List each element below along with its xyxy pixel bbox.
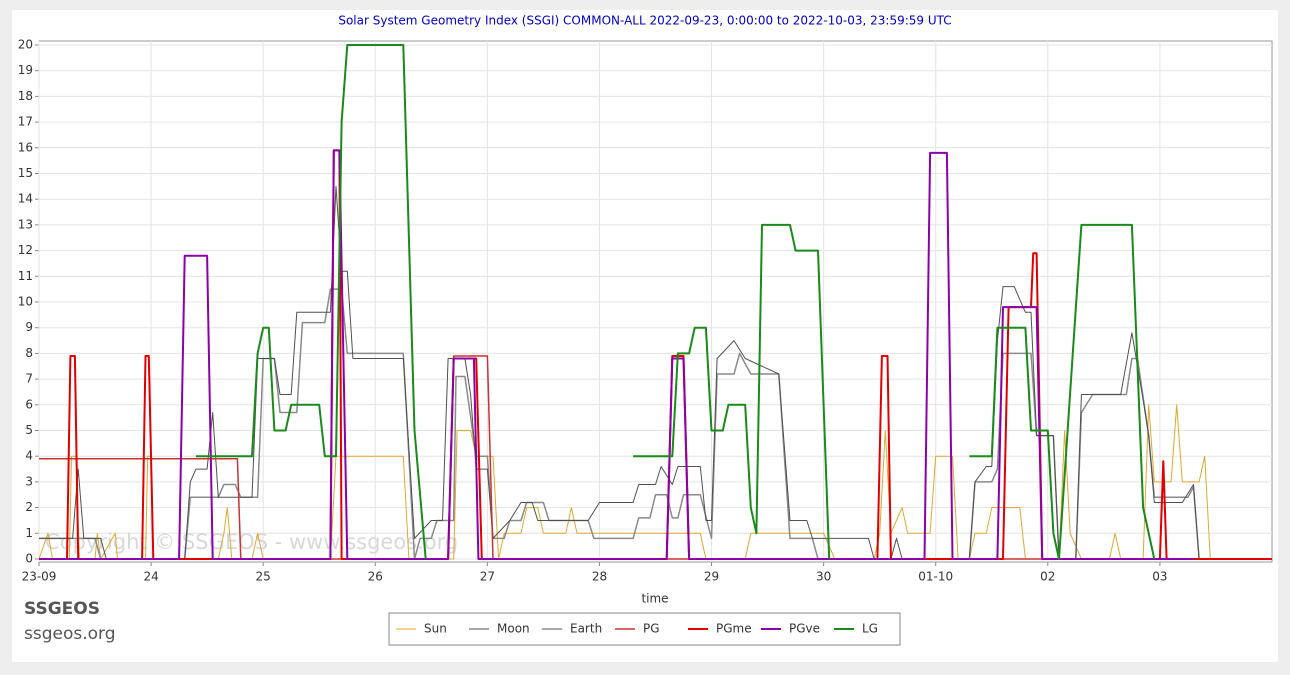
legend-label: PG	[643, 622, 660, 636]
watermark: Copyright © SSGEOS - www.ssgeos.org	[45, 530, 458, 554]
y-tick-label: 20	[18, 38, 33, 52]
x-tick-label: 03	[1152, 570, 1167, 584]
y-tick-label: 4	[25, 449, 33, 463]
y-tick-label: 14	[18, 192, 33, 206]
legend-label: Moon	[497, 622, 530, 636]
series-line	[39, 185, 1272, 560]
y-tick-label: 12	[18, 243, 33, 257]
y-tick-label: 2	[25, 500, 33, 514]
y-tick-label: 7	[25, 372, 33, 386]
x-tick-label: 29	[704, 570, 719, 584]
site: ssgeos.org	[24, 624, 116, 644]
x-tick-label: 30	[816, 570, 831, 584]
y-tick-label: 17	[18, 115, 33, 129]
x-tick-label: 27	[480, 570, 495, 584]
series-line	[195, 44, 1156, 560]
series-line	[39, 149, 1194, 560]
legend-label: LG	[862, 622, 878, 636]
y-tick-label: 6	[25, 397, 33, 411]
x-tick-label: 01-10	[918, 570, 953, 584]
x-tick-label: 02	[1040, 570, 1055, 584]
brand: SSGEOS	[24, 599, 100, 619]
x-tick-label: 24	[143, 570, 158, 584]
y-tick-label: 8	[25, 346, 33, 360]
legend: Sun Moon Earth PG PGme PGve LG	[396, 622, 878, 636]
y-tick-label: 9	[25, 320, 33, 334]
y-tick-label: 15	[18, 166, 33, 180]
y-tick-label: 13	[18, 217, 33, 231]
y-tick-label: 10	[18, 295, 33, 309]
y-tick-label: 5	[25, 423, 33, 437]
legend-label: Earth	[570, 622, 602, 636]
y-tick-label: 19	[18, 63, 33, 77]
lines	[38, 44, 1272, 560]
x-tick-label: 26	[368, 570, 383, 584]
y-tick-label: 3	[25, 474, 33, 488]
y-tick-label: 16	[18, 140, 33, 154]
y-tick-label: 0	[25, 552, 33, 566]
legend-label: PGve	[789, 622, 820, 636]
y-tick-label: 11	[18, 269, 33, 283]
x-tick-label: 23-09	[22, 570, 57, 584]
chart-title: Solar System Geometry Index (SSGI) COMMO…	[338, 14, 951, 28]
x-tick-label: 28	[592, 570, 607, 584]
y-tick-label: 1	[25, 526, 33, 540]
x-tick-label: 25	[256, 570, 271, 584]
x-axis-label: time	[641, 592, 668, 606]
y-tick-label: 18	[18, 89, 33, 103]
legend-label: PGme	[716, 622, 752, 636]
legend-label: Sun	[424, 622, 447, 636]
